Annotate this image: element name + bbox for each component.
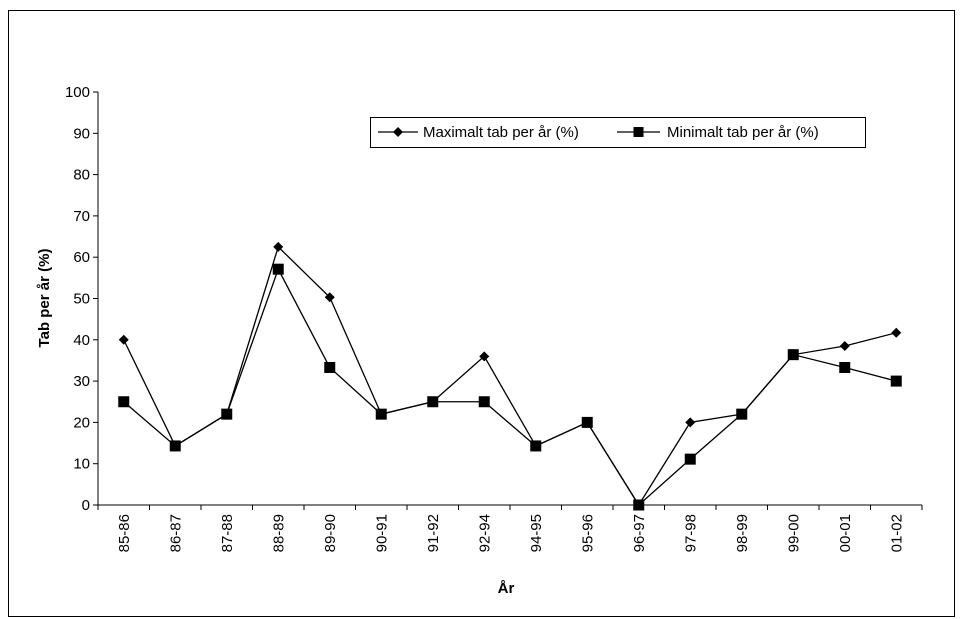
y-tick-label: 10 (73, 456, 90, 473)
legend: Maximalt tab per år (%) Minimalt tab per… (370, 117, 866, 148)
data-point-max (118, 334, 129, 345)
x-tick-label: 00-01 (837, 514, 854, 552)
series-line-min (123, 267, 897, 506)
data-point-min (633, 499, 645, 511)
y-tick-label: 50 (73, 291, 90, 308)
data-point-max (273, 241, 284, 252)
series-layer (118, 241, 902, 511)
y-tick-label: 30 (73, 373, 90, 390)
data-point-min (736, 408, 748, 420)
data-point-min (324, 361, 336, 373)
x-tick-label: 94-95 (528, 514, 545, 552)
data-point-max (479, 351, 490, 362)
y-tick-label: 60 (73, 249, 90, 266)
y-tick-label: 90 (73, 125, 90, 142)
data-point-min (530, 440, 542, 452)
x-tick-label: 99-00 (785, 514, 802, 552)
x-tick-label: 98-99 (734, 514, 751, 552)
x-tick-label: 92-94 (476, 514, 493, 552)
x-axis-title: År (498, 580, 515, 597)
x-tick-label: 89-90 (322, 514, 339, 552)
y-tick-label: 20 (73, 414, 90, 431)
data-point-min (375, 408, 387, 420)
data-point-max (324, 292, 335, 303)
y-tick-label: 100 (65, 84, 90, 101)
x-tick-label: 90-91 (373, 514, 390, 552)
y-tick-label: 40 (73, 332, 90, 349)
x-tick-label: 86-87 (167, 514, 184, 552)
chart-frame (8, 10, 955, 617)
data-point-min (427, 396, 439, 408)
data-point-max (839, 340, 850, 351)
x-tick-label: 01-02 (888, 514, 905, 552)
data-point-min (221, 408, 233, 420)
axes: 0 10 20 30 40 50 60 70 80 90 100 85-86 86-87 87-88 88-… (65, 84, 923, 552)
y-axis-title: Tab per år (%) (36, 249, 53, 348)
legend-marker-min (633, 127, 644, 137)
y-tick-label: 80 (73, 167, 90, 184)
x-tick-label: 91-92 (425, 514, 442, 552)
legend-marker-max (393, 127, 403, 137)
x-tick-label: 96-97 (631, 514, 648, 552)
data-point-min (118, 396, 130, 408)
data-point-min (169, 440, 181, 452)
data-point-max (685, 417, 696, 428)
x-tick-label: 95-96 (579, 514, 596, 552)
data-point-min (839, 361, 851, 373)
data-point-min (478, 396, 490, 408)
x-tick-label: 85-86 (116, 514, 133, 552)
legend-label-min: Minimalt tab per år (%) (667, 124, 819, 141)
data-point-min (787, 349, 799, 361)
x-tick-label: 88-89 (270, 514, 287, 552)
y-tick-label: 0 (82, 497, 90, 514)
x-tick-label: 97-98 (682, 514, 699, 552)
data-point-min (890, 375, 902, 387)
data-point-max (891, 327, 902, 338)
data-point-min (684, 453, 696, 465)
y-tick-label: 70 (73, 208, 90, 225)
x-tick-label: 87-88 (219, 514, 236, 552)
legend-label-max: Maximalt tab per år (%) (423, 124, 579, 141)
data-point-min (581, 416, 593, 428)
data-point-min (272, 263, 284, 275)
